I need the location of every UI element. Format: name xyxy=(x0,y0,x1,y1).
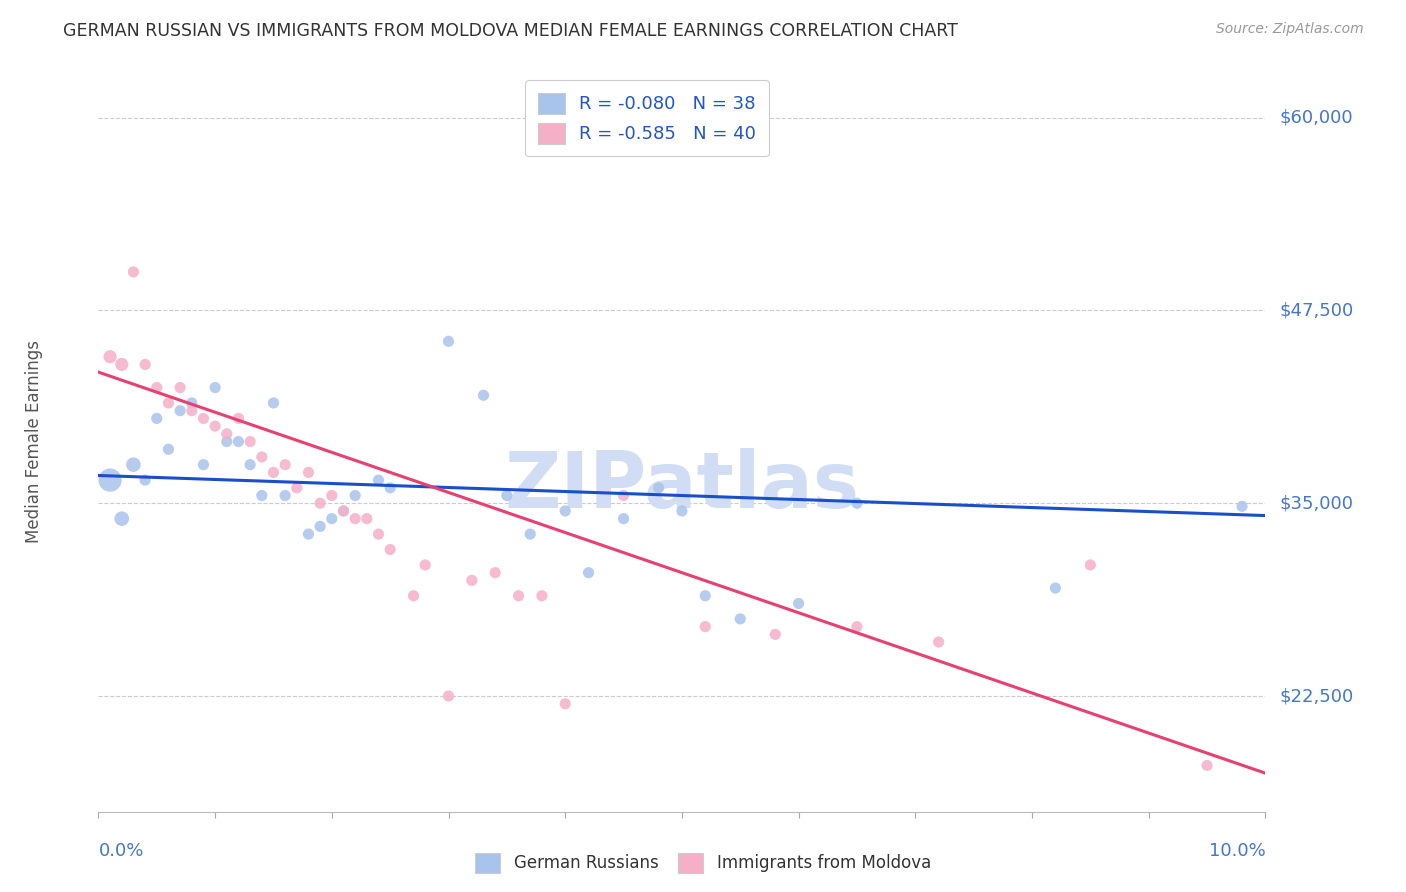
Point xyxy=(204,419,226,434)
Point xyxy=(1230,500,1253,514)
Point xyxy=(519,527,541,541)
Point xyxy=(1045,581,1067,595)
Point xyxy=(928,635,950,649)
Point xyxy=(332,504,354,518)
Point xyxy=(146,411,169,425)
Point xyxy=(695,589,717,603)
Point xyxy=(274,489,297,503)
Point xyxy=(356,511,378,525)
Point xyxy=(612,511,634,525)
Point xyxy=(367,527,389,541)
Point xyxy=(134,358,156,372)
Point xyxy=(157,396,180,410)
Point xyxy=(695,620,717,634)
Point xyxy=(180,396,202,410)
Point xyxy=(111,511,134,525)
Point xyxy=(309,496,332,510)
Legend: R = -0.080   N = 38, R = -0.585   N = 40: R = -0.080 N = 38, R = -0.585 N = 40 xyxy=(524,80,769,156)
Point xyxy=(180,403,202,417)
Point xyxy=(1080,558,1102,572)
Point xyxy=(98,473,121,487)
Text: $35,000: $35,000 xyxy=(1279,494,1354,512)
Point xyxy=(344,489,367,503)
Text: 0.0%: 0.0% xyxy=(98,842,143,860)
Point xyxy=(578,566,600,580)
Point xyxy=(484,566,506,580)
Point xyxy=(508,589,530,603)
Text: $60,000: $60,000 xyxy=(1279,109,1353,127)
Point xyxy=(239,458,262,472)
Text: ZIPatlas: ZIPatlas xyxy=(505,448,859,524)
Point xyxy=(228,434,250,449)
Point xyxy=(321,511,343,525)
Text: $22,500: $22,500 xyxy=(1279,687,1354,705)
Point xyxy=(846,496,869,510)
Point xyxy=(122,265,145,279)
Point xyxy=(193,458,215,472)
Point xyxy=(344,511,367,525)
Point xyxy=(612,489,634,503)
Point xyxy=(1195,758,1218,772)
Point xyxy=(554,504,576,518)
Point xyxy=(846,620,869,634)
Point xyxy=(380,481,402,495)
Point xyxy=(111,358,134,372)
Point xyxy=(763,627,786,641)
Point xyxy=(671,504,693,518)
Point xyxy=(530,589,553,603)
Point xyxy=(380,542,402,557)
Point xyxy=(228,411,250,425)
Point xyxy=(169,403,191,417)
Point xyxy=(321,489,343,503)
Point xyxy=(239,434,262,449)
Point xyxy=(496,489,519,503)
Point xyxy=(787,597,810,611)
Point xyxy=(215,434,238,449)
Point xyxy=(250,450,273,464)
Point xyxy=(262,396,284,410)
Text: Median Female Earnings: Median Female Earnings xyxy=(25,340,44,543)
Point xyxy=(647,481,669,495)
Point xyxy=(204,380,226,394)
Point xyxy=(134,473,156,487)
Point xyxy=(461,574,484,588)
Point xyxy=(309,519,332,533)
Text: Source: ZipAtlas.com: Source: ZipAtlas.com xyxy=(1216,22,1364,37)
Point xyxy=(98,350,121,364)
Point xyxy=(367,473,389,487)
Point xyxy=(274,458,297,472)
Point xyxy=(332,504,354,518)
Point xyxy=(413,558,436,572)
Point xyxy=(215,426,238,441)
Point xyxy=(193,411,215,425)
Point xyxy=(730,612,752,626)
Point xyxy=(262,466,284,480)
Point xyxy=(402,589,425,603)
Point xyxy=(472,388,495,402)
Point xyxy=(437,334,460,349)
Point xyxy=(169,380,191,394)
Text: 10.0%: 10.0% xyxy=(1209,842,1265,860)
Point xyxy=(297,527,319,541)
Text: GERMAN RUSSIAN VS IMMIGRANTS FROM MOLDOVA MEDIAN FEMALE EARNINGS CORRELATION CHA: GERMAN RUSSIAN VS IMMIGRANTS FROM MOLDOV… xyxy=(63,22,957,40)
Point xyxy=(437,689,460,703)
Point xyxy=(157,442,180,457)
Point xyxy=(122,458,145,472)
Text: $47,500: $47,500 xyxy=(1279,301,1354,319)
Point xyxy=(297,466,319,480)
Legend: German Russians, Immigrants from Moldova: German Russians, Immigrants from Moldova xyxy=(468,847,938,880)
Point xyxy=(554,697,576,711)
Point xyxy=(285,481,308,495)
Point xyxy=(250,489,273,503)
Point xyxy=(146,380,169,394)
